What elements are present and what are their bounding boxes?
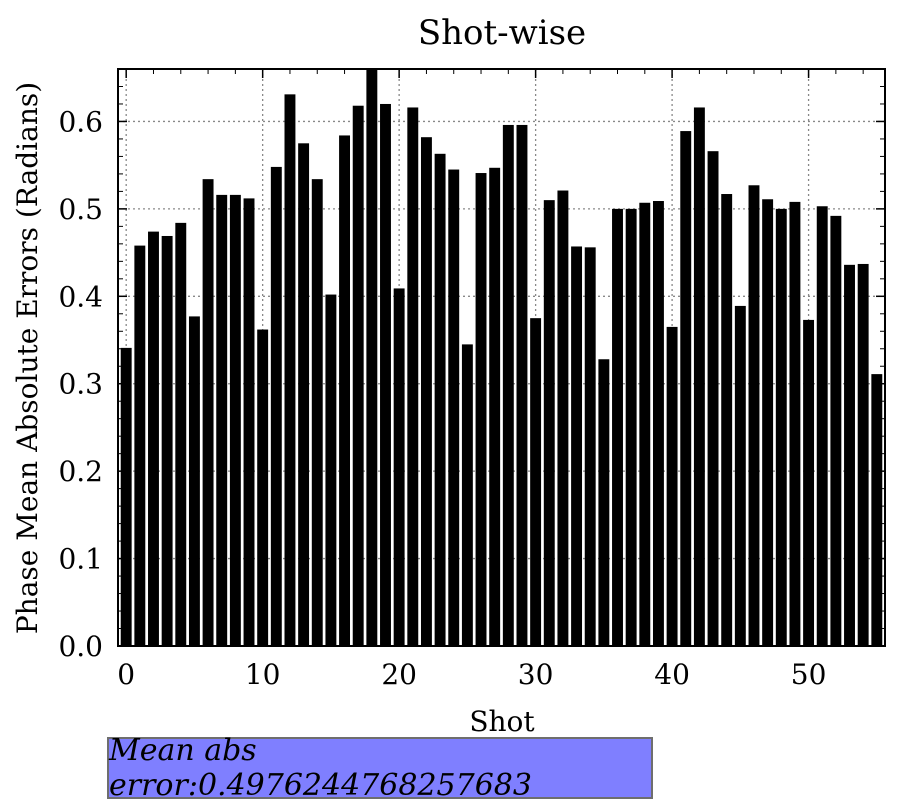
bar (175, 222, 187, 646)
bar (680, 131, 692, 646)
bar (284, 94, 296, 646)
bar (844, 264, 855, 646)
bar (229, 194, 241, 646)
bar (707, 151, 719, 647)
bar (502, 124, 514, 646)
plot-frame (117, 68, 886, 647)
bar (693, 107, 705, 646)
bar (325, 294, 337, 646)
bar (298, 143, 310, 646)
bar (420, 137, 432, 646)
bar (148, 231, 159, 647)
bar (857, 263, 869, 646)
bar (202, 179, 214, 646)
bar (803, 319, 815, 646)
y-tick-label: 0.6 (58, 105, 103, 138)
bar (161, 235, 173, 647)
tick-labels: 0 10 20 30 40 50 0.0 0.1 0.2 0.3 0.4 0.5 0.6 (58, 105, 826, 691)
bar (748, 185, 760, 647)
bar (789, 201, 801, 647)
bar (434, 153, 446, 646)
bar (584, 247, 596, 646)
bar (625, 208, 637, 646)
y-tick-label: 0.1 (58, 543, 103, 576)
bar (216, 194, 228, 646)
bar (530, 318, 542, 646)
bar (816, 206, 828, 647)
bar (352, 105, 364, 646)
x-tick-label: 40 (654, 658, 690, 691)
bar (734, 305, 746, 646)
x-tick-label: 30 (518, 658, 554, 691)
bar (270, 166, 282, 646)
bar (366, 69, 378, 646)
x-tick-label: 20 (381, 658, 417, 691)
bar (775, 208, 787, 646)
bar (120, 347, 132, 646)
bar (721, 194, 733, 646)
x-tick-label: 0 (117, 658, 135, 691)
bar (489, 167, 501, 646)
bar (543, 200, 555, 647)
y-tick-label: 0.4 (58, 280, 103, 313)
bar (475, 173, 487, 646)
bar (639, 202, 651, 646)
bar (407, 107, 419, 646)
x-tick-label: 10 (245, 658, 281, 691)
bar (339, 135, 351, 646)
bar (380, 103, 391, 646)
bar (134, 245, 146, 646)
bar (571, 246, 583, 647)
bar (257, 329, 269, 646)
mean-error-annotation: Mean abs error:0.4976244768257683 (107, 733, 653, 803)
mean-error-text: Mean abs error:0.4976244768257683 (109, 733, 532, 803)
y-tick-label: 0.0 (58, 630, 103, 663)
bar (448, 169, 460, 646)
y-tick-label: 0.5 (58, 193, 103, 226)
bar (188, 316, 200, 646)
bar (461, 344, 473, 646)
y-tick-label: 0.3 (58, 368, 103, 401)
bar (243, 198, 255, 646)
y-tick-label: 0.2 (58, 455, 103, 488)
chart-title: Shot-wise (418, 13, 586, 53)
bar (516, 124, 528, 646)
bar (871, 374, 883, 646)
bar (393, 288, 405, 646)
x-axis-label: Shot (469, 705, 535, 738)
bar (598, 359, 610, 646)
x-tick-label: 50 (791, 658, 827, 691)
bar (311, 179, 323, 646)
bar (830, 215, 842, 646)
bar (762, 199, 774, 646)
bar (652, 201, 664, 646)
bar (557, 190, 569, 646)
y-axis-label: Phase Mean Absolute Errors (Radians) (11, 82, 44, 634)
bar (666, 326, 678, 646)
bars (120, 69, 883, 647)
bar (612, 208, 623, 646)
